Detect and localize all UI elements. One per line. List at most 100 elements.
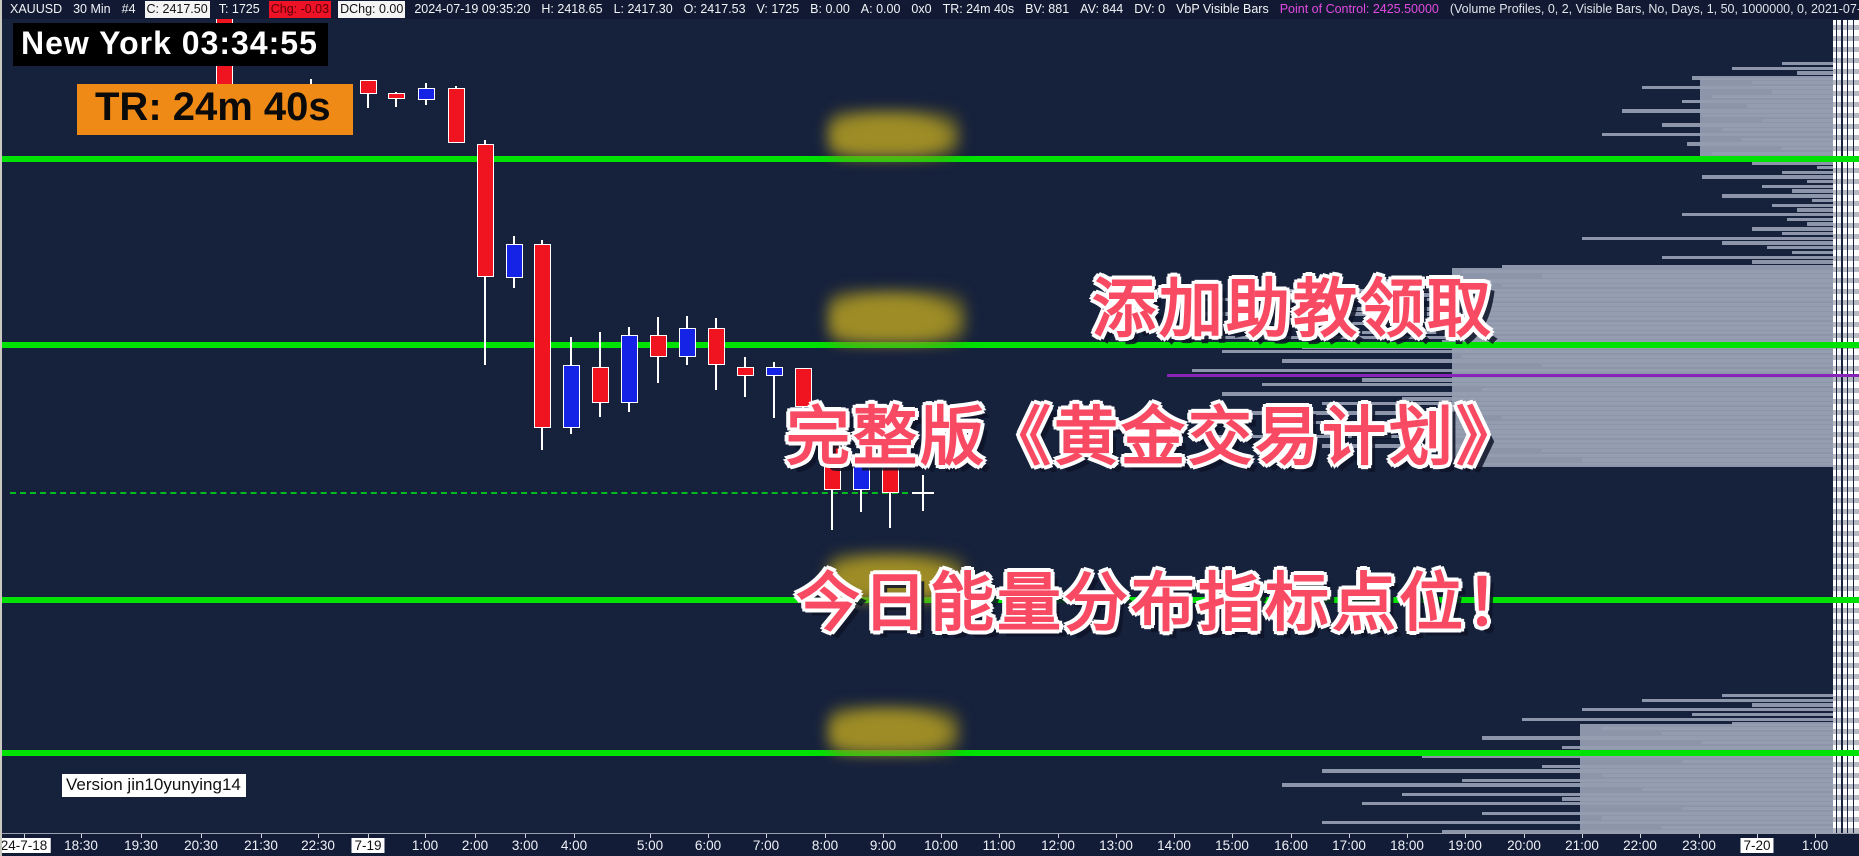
axis-tick — [1232, 834, 1233, 838]
axis-date-label: 7-19 — [351, 838, 385, 853]
volume-profile-bar — [1712, 95, 1842, 99]
volume-profile-bar — [1422, 293, 1842, 297]
volume-profile-bar — [1662, 123, 1842, 127]
bearish-candle — [881, 457, 899, 493]
volume-profile-bar — [1322, 769, 1842, 773]
bearish-candle — [533, 244, 551, 428]
axis-time-label: 18:30 — [64, 838, 98, 853]
newyork-clock-label: New York 03:34:55 — [13, 23, 328, 66]
dashed-level-line — [10, 492, 928, 494]
axis-time-label: 19:30 — [124, 838, 158, 853]
volume-profile-bar — [1422, 755, 1842, 759]
volume-profile-bar — [1462, 354, 1842, 359]
level-line — [1167, 373, 1859, 377]
axis-tick — [1582, 834, 1583, 838]
axis-tick — [1174, 834, 1175, 838]
bullish-candle — [852, 457, 870, 490]
volume-profile-bar — [1702, 741, 1842, 745]
axis-tick — [81, 834, 82, 838]
axis-time-label: 7:00 — [752, 838, 780, 853]
axis-tick — [1815, 834, 1816, 838]
volume-profile-bar — [1692, 712, 1842, 717]
bearish-candle — [476, 144, 494, 277]
axis-time-label: 22:30 — [301, 838, 335, 853]
axis-time-label: 16:00 — [1274, 838, 1308, 853]
volume-profile-bar — [1482, 736, 1842, 740]
axis-time-label: 12:00 — [1041, 838, 1075, 853]
volume-profile-bar — [1602, 773, 1842, 778]
current-price-marker-h — [912, 492, 934, 494]
statusbar-field: C: 2417.50 — [144, 1, 210, 18]
axis-tick — [1407, 834, 1408, 838]
volume-profile-bar — [1582, 708, 1842, 712]
volume-profile-bar — [1782, 231, 1842, 236]
volume-profile-bar — [1462, 302, 1842, 307]
candle-wick — [367, 80, 369, 108]
statusbar-field: #4 — [121, 2, 136, 16]
volume-profile-bar — [1402, 316, 1842, 321]
statusbar-field: L: 2417.30 — [613, 2, 673, 16]
volume-profile-bar — [1562, 745, 1842, 750]
axis-tick — [475, 834, 476, 838]
volume-profile-bar — [1462, 269, 1842, 274]
volume-profile-bar — [1442, 830, 1842, 834]
volume-profile-bar — [1702, 175, 1842, 179]
bullish-candle — [562, 365, 580, 428]
axis-tick — [141, 834, 142, 838]
level-line — [0, 156, 1859, 162]
volume-profile-bar — [1722, 694, 1842, 698]
volume-profile-bar — [1182, 312, 1842, 316]
volume-profile-bar — [1682, 759, 1842, 764]
volume-profile-bar — [1732, 66, 1842, 71]
volume-profile-bar — [1542, 364, 1842, 368]
window-left-border — [0, 0, 2, 856]
volume-profile-bar — [1782, 170, 1842, 174]
time-axis[interactable]: 24-7-18 18:30 19:30 20:30 21:30 22:30 7-19 1:00… — [0, 833, 1859, 856]
axis-tick — [425, 834, 426, 838]
chart-area[interactable] — [0, 16, 1859, 853]
candle-wick — [744, 357, 746, 397]
statusbar-field: XAUUSD — [10, 2, 63, 16]
volume-profile-bar — [1797, 71, 1842, 75]
axis-date-label: 7-20 — [1740, 838, 1774, 853]
bearish-candle — [707, 328, 725, 365]
bearish-candle — [736, 367, 754, 376]
axis-tick — [941, 834, 942, 838]
bearish-candle — [387, 93, 405, 99]
axis-time-label: 5:00 — [636, 838, 664, 853]
volume-profile-bar — [1282, 783, 1842, 787]
volume-profile-bar — [1282, 420, 1842, 425]
volume-profile-bar — [1542, 274, 1842, 278]
volume-profile-bar — [1192, 368, 1842, 373]
bullish-candle — [678, 328, 696, 357]
axis-time-label: 6:00 — [694, 838, 722, 853]
volume-profile-bar — [1242, 411, 1842, 415]
promo-text-line: 今日能量分布指标点位！ — [796, 567, 1533, 639]
axis-tick — [1058, 834, 1059, 838]
volume-profile-bar — [1752, 703, 1842, 707]
blurred-price-label — [828, 553, 966, 601]
volume-profile-bar — [1202, 298, 1842, 302]
axis-time-label: 21:30 — [244, 838, 278, 853]
axis-time-label: 20:30 — [184, 838, 218, 853]
volume-profile-bar — [1662, 255, 1842, 259]
volume-profile-bar — [1202, 434, 1842, 439]
statusbar-field: 2024-07-19 09:35:20 — [414, 2, 531, 16]
axis-tick — [650, 834, 651, 838]
axis-tick — [525, 834, 526, 838]
axis-time-label: 23:00 — [1682, 838, 1716, 853]
volume-profile-bar — [1462, 778, 1842, 782]
bullish-candle — [765, 367, 783, 376]
volume-profile-bar — [1222, 349, 1842, 354]
volume-profile-bar — [1402, 453, 1842, 458]
volume-profile-bar — [1622, 109, 1842, 113]
axis-tick — [825, 834, 826, 838]
statusbar-field: DChg: 0.00 — [338, 1, 406, 18]
price-scale-column[interactable] — [1833, 20, 1859, 833]
volume-profile-bar — [1722, 194, 1842, 198]
volume-profile-bar — [1542, 764, 1842, 768]
bearish-candle — [447, 88, 465, 143]
volume-profile-bar — [1282, 288, 1842, 292]
promo-text-line: 添加助教领取 — [1092, 273, 1494, 345]
statusbar-field: (Volume Profiles, 0, 2, Visible Bars, No… — [1449, 2, 1859, 16]
